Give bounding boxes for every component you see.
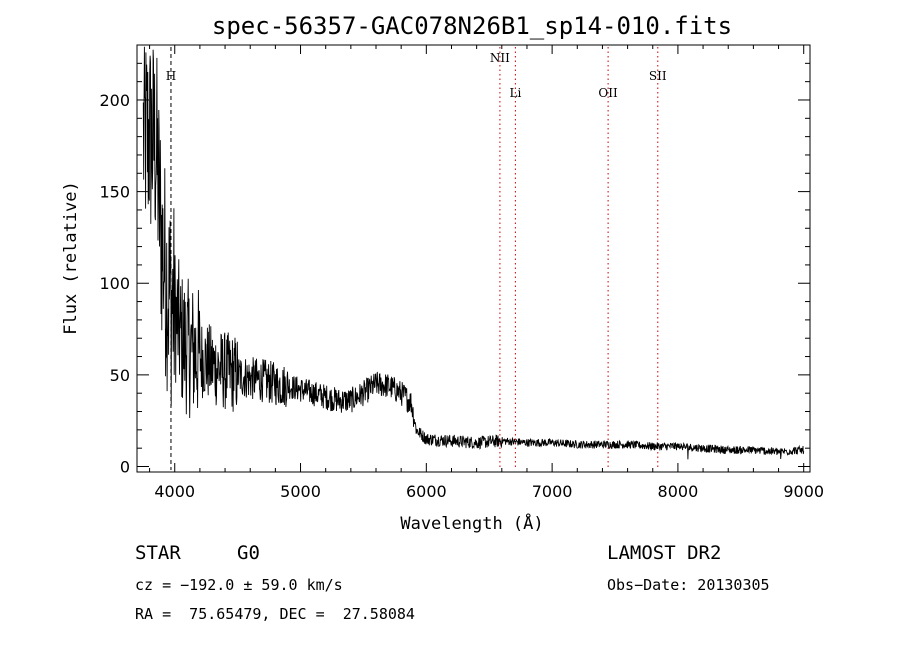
y-axis-label: Flux (relative): [61, 181, 81, 335]
line-label-sii: SII: [649, 69, 667, 83]
coordinates-text: RA = 75.65479, DEC = 27.58084: [135, 605, 415, 623]
y-tick-label: 50: [110, 366, 130, 385]
axis-ticks: 4000 5000 6000 7000 8000 9000 0 50 100 150 200: [99, 45, 824, 501]
flux-line: [142, 46, 805, 460]
line-label-h: H: [166, 69, 176, 83]
line-label-nii: NII: [490, 51, 510, 65]
chart-title: spec-56357-GAC078N26B1_sp14-010.fits: [212, 12, 732, 40]
y-tick-label: 0: [120, 458, 130, 477]
y-tick-label: 100: [99, 274, 130, 293]
x-tick-label: 4000: [154, 482, 195, 501]
obs-date-text: Obs−Date: 20130305: [607, 576, 770, 594]
line-label-li: Li: [509, 86, 521, 100]
x-tick-label: 5000: [280, 482, 321, 501]
line-label-oii: OII: [598, 86, 618, 100]
spectral-line-markers: H NII Li OII SII: [166, 47, 667, 470]
x-tick-label: 6000: [406, 482, 447, 501]
velocity-text: cz = −192.0 ± 59.0 km/s: [135, 576, 343, 594]
x-tick-label: 8000: [658, 482, 699, 501]
plot-frame: [136, 44, 811, 473]
y-tick-label: 150: [99, 183, 130, 202]
object-subclass: G0: [237, 542, 260, 564]
y-tick-label: 200: [99, 91, 130, 110]
survey-label: LAMOST DR2: [607, 542, 722, 564]
spectrum-series: [142, 46, 805, 460]
x-tick-label: 7000: [532, 482, 573, 501]
x-tick-label: 9000: [783, 482, 824, 501]
x-axis-label: Wavelength (Å): [400, 512, 543, 534]
object-class: STAR: [135, 542, 181, 564]
